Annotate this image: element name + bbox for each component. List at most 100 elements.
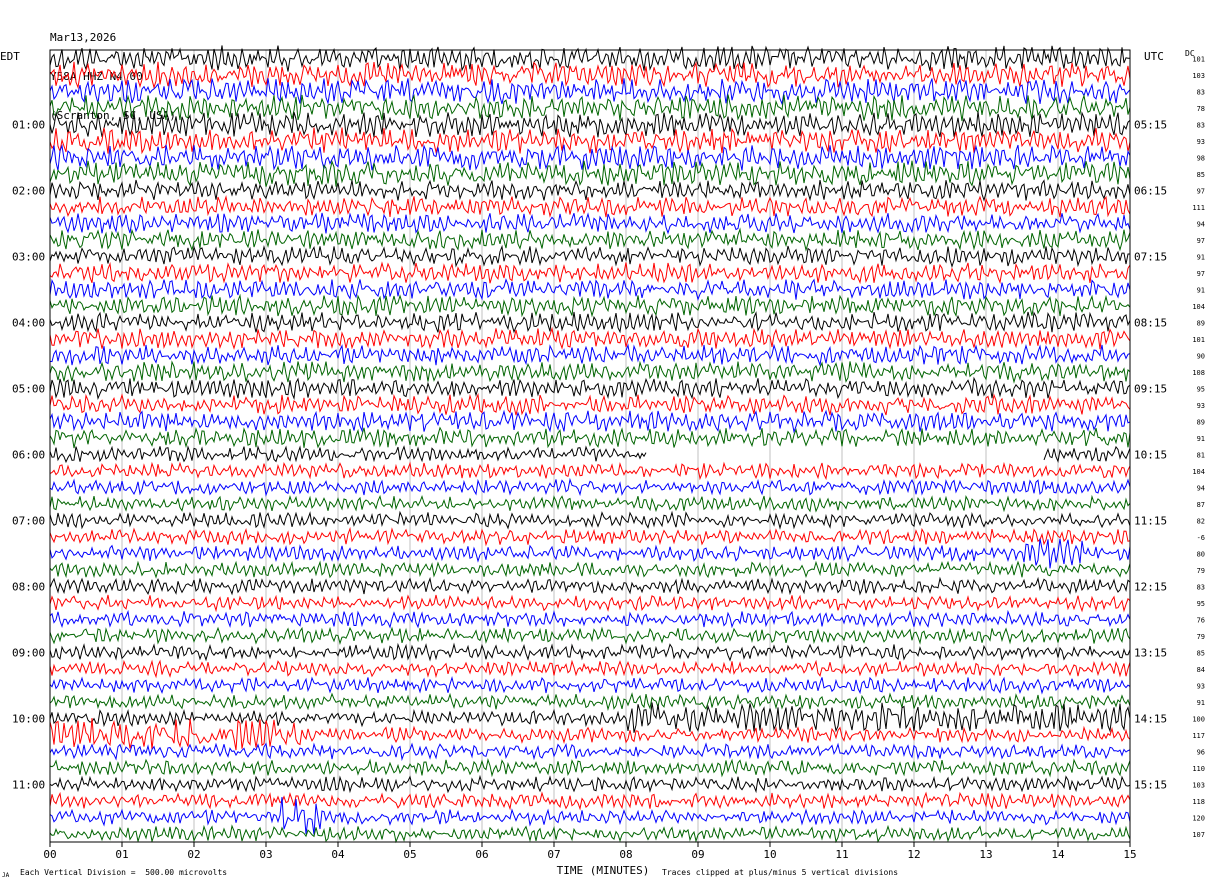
- trace-line: [49, 93, 1131, 122]
- dc-offset-value: 97: [1197, 270, 1205, 278]
- x-tick-label: 14: [1051, 848, 1065, 861]
- right-timezone-label: UTC: [1144, 50, 1164, 63]
- trace-line: [49, 444, 1131, 464]
- dc-offset-value: 79: [1197, 567, 1205, 575]
- right-hour-labels: 05:15 06:15 07:15 08:15 09:15 10:15 11:15 12:15…: [1134, 118, 1167, 791]
- dc-offset-value: 80: [1197, 550, 1205, 558]
- left-timezone-label: EDT: [0, 50, 20, 63]
- dc-offset-value: 93: [1197, 682, 1205, 690]
- dc-offset-value: 101: [1192, 55, 1205, 63]
- dc-offset-value: 83: [1197, 88, 1205, 96]
- dc-offset-value: 97: [1197, 237, 1205, 245]
- trace-line: [49, 626, 1131, 645]
- clip-note: Traces clipped at plus/minus 5 vertical …: [662, 868, 899, 877]
- right-hour-label: 11:15: [1134, 514, 1167, 527]
- trace-line: [49, 538, 1131, 569]
- trace-line: [49, 742, 1131, 762]
- dc-offset-value: 101: [1192, 336, 1205, 344]
- dc-offset-value: 93: [1197, 138, 1205, 146]
- dc-offset-value: 87: [1197, 501, 1205, 509]
- trace-line: [49, 212, 1131, 235]
- trace-line: [49, 477, 1131, 497]
- dc-offset-value: 76: [1197, 616, 1205, 624]
- left-hour-label: 02:00: [12, 184, 45, 197]
- left-hour-label: 10:00: [12, 712, 45, 725]
- left-hour-label: 03:00: [12, 250, 45, 263]
- left-hour-label: 04:00: [12, 316, 45, 329]
- trace-line: [49, 45, 1131, 72]
- dc-offset-value: 82: [1197, 517, 1205, 525]
- traces: [49, 45, 1131, 844]
- dc-offset-value: 81: [1197, 451, 1205, 459]
- x-tick-label: 03: [259, 848, 272, 861]
- right-hour-label: 08:15: [1134, 316, 1167, 329]
- left-hour-label: 05:00: [12, 382, 45, 395]
- trace-line: [49, 560, 1131, 579]
- dc-offset-value: 85: [1197, 649, 1205, 657]
- dc-label: DC: [1185, 49, 1195, 58]
- trace-line: [49, 227, 1131, 252]
- trace-line: [49, 278, 1131, 301]
- right-hour-label: 09:15: [1134, 382, 1167, 395]
- trace-line: [49, 718, 1131, 751]
- dc-offset-value: 91: [1197, 286, 1205, 294]
- right-hour-label: 14:15: [1134, 712, 1167, 725]
- trace-line: [49, 758, 1131, 778]
- trace-line: [49, 659, 1131, 679]
- left-hour-label: 09:00: [12, 646, 45, 659]
- dc-offset-value: 110: [1192, 765, 1205, 773]
- x-tick-label: 13: [979, 848, 992, 861]
- dc-offset-value: 93: [1197, 402, 1205, 410]
- trace-line: [49, 311, 1131, 334]
- trace-line: [49, 61, 1131, 90]
- right-hour-label: 15:15: [1134, 778, 1167, 791]
- dc-offset-value: 118: [1192, 798, 1205, 806]
- dc-offset-value: -6: [1197, 534, 1205, 542]
- x-axis-title: TIME (MINUTES): [557, 864, 650, 877]
- dc-offset-value: 97: [1197, 187, 1205, 195]
- dc-offset-value: 108: [1192, 369, 1205, 377]
- trace-line: [49, 409, 1131, 434]
- dc-offset-value: 107: [1192, 831, 1205, 839]
- x-tick-label: 02: [187, 848, 200, 861]
- trace-line: [49, 293, 1131, 318]
- dc-offset-value: 100: [1192, 715, 1205, 723]
- trace-line: [49, 510, 1131, 530]
- trace-line: [49, 702, 1131, 733]
- right-hour-label: 13:15: [1134, 646, 1167, 659]
- left-hour-label: 07:00: [12, 514, 45, 527]
- trace-line: [49, 594, 1131, 613]
- dc-offset-value: 79: [1197, 633, 1205, 641]
- trace-line: [49, 360, 1131, 384]
- left-hour-label: 08:00: [12, 580, 45, 593]
- dc-offset-value: 89: [1197, 418, 1205, 426]
- x-tick-label: 05: [403, 848, 416, 861]
- dc-offset-value: 103: [1192, 781, 1205, 789]
- trace-line: [49, 179, 1131, 202]
- x-tick-label: 11: [835, 848, 848, 861]
- x-axis: 00 01 02 03 04 05 06 07 08 09 10 11 12 13 14 15: [43, 842, 1137, 861]
- x-tick-label: 00: [43, 848, 56, 861]
- dc-offset-value: 96: [1197, 748, 1205, 756]
- plot-frame: [49, 49, 1131, 843]
- trace-line: [49, 494, 1131, 513]
- dc-offset-value: 94: [1197, 484, 1205, 492]
- dc-offset-value: 90: [1197, 352, 1205, 360]
- right-hour-label: 10:15: [1134, 448, 1167, 461]
- trace-line: [49, 642, 1131, 662]
- x-tick-label: 10: [763, 848, 776, 861]
- trace-line: [49, 159, 1131, 187]
- trace-line: [49, 376, 1131, 401]
- scale-note: Each Vertical Division = 500.00 microvol…: [20, 868, 228, 877]
- dc-offset-value: 84: [1197, 666, 1205, 674]
- left-hour-labels: 01:00 02:00 03:00 04:00 05:00 06:00 07:00 08:00…: [12, 118, 45, 791]
- trace-line: [49, 824, 1131, 844]
- trace-line: [49, 111, 1131, 138]
- x-tick-label: 15: [1123, 848, 1136, 861]
- trace-line: [49, 244, 1130, 268]
- right-hour-label: 06:15: [1134, 184, 1167, 197]
- trace-line: [49, 692, 1131, 712]
- trace-line: [49, 78, 1131, 106]
- x-tick-label: 12: [907, 848, 920, 861]
- x-tick-label: 07: [547, 848, 560, 861]
